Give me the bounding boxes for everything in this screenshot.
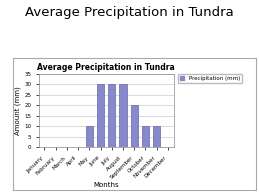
Bar: [131, 105, 138, 147]
Y-axis label: Amount (mm): Amount (mm): [15, 86, 21, 135]
Bar: [153, 126, 160, 147]
Legend: Precipitation (mm): Precipitation (mm): [178, 74, 242, 83]
Bar: [86, 126, 93, 147]
Bar: [108, 84, 116, 147]
Bar: [119, 84, 127, 147]
X-axis label: Months: Months: [93, 182, 119, 188]
Bar: [97, 84, 104, 147]
Bar: [142, 126, 149, 147]
Title: Average Precipitation in Tundra: Average Precipitation in Tundra: [37, 62, 175, 72]
Text: Average Precipitation in Tundra: Average Precipitation in Tundra: [25, 6, 234, 19]
